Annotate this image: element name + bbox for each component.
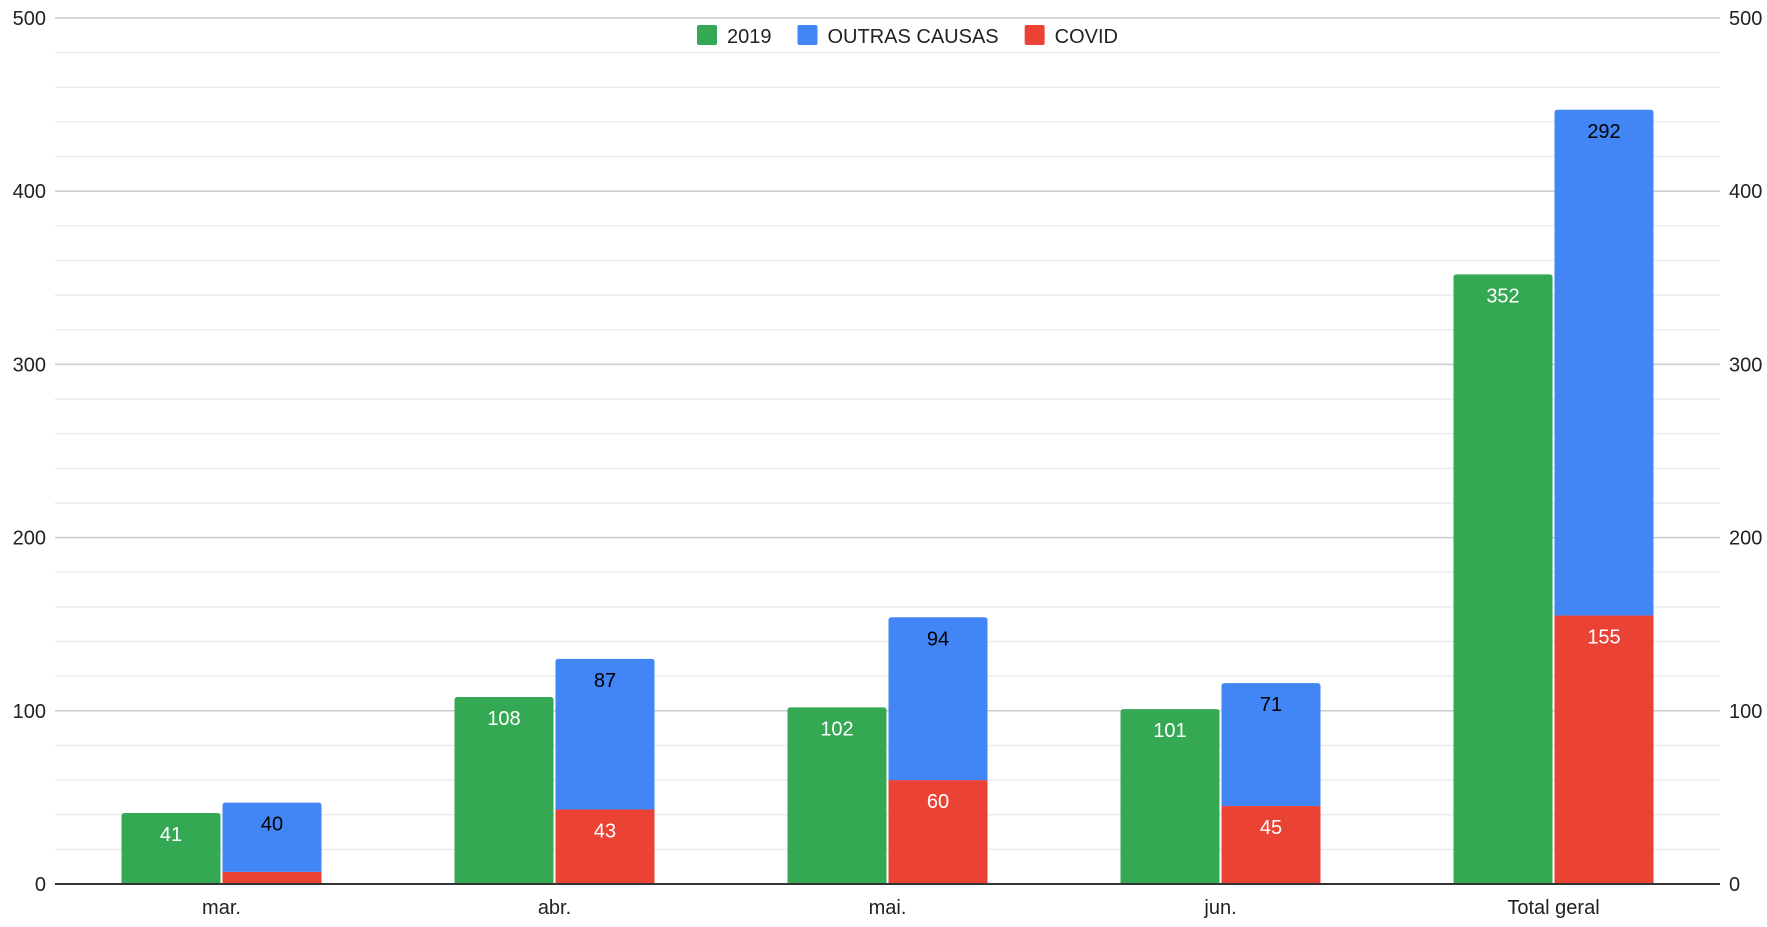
y-tick-label-right: 500 (1729, 8, 1762, 30)
legend-label-covid[interactable]: COVID (1055, 26, 1118, 48)
legend[interactable]: 2019 OUTRAS CAUSAS COVID (697, 25, 1118, 48)
bar-covid[interactable] (222, 871, 322, 884)
bar-2019[interactable] (121, 812, 221, 884)
data-label-2019: 352 (1486, 285, 1519, 307)
y-tick-label-right: 0 (1729, 874, 1740, 896)
axes: 0 0 100 100 200 200 300 300 400 400 500 500 mar. abr.… (13, 8, 1763, 919)
y-tick-label-left: 300 (13, 354, 46, 376)
bar-covid[interactable] (1554, 615, 1654, 884)
legend-label-2019[interactable]: 2019 (727, 26, 772, 48)
data-label-covid: 155 (1587, 627, 1620, 649)
x-tick-label: abr. (538, 897, 571, 919)
bar-covid[interactable] (1221, 806, 1321, 884)
legend-swatch-2019[interactable] (697, 25, 717, 45)
bar-2019[interactable] (454, 696, 554, 884)
bar-covid[interactable] (888, 780, 988, 884)
y-tick-label-left: 0 (35, 874, 46, 896)
legend-label-outras-causas[interactable]: OUTRAS CAUSAS (828, 26, 999, 48)
y-tick-label-right: 100 (1729, 701, 1762, 723)
data-label-2019: 41 (160, 824, 182, 846)
legend-swatch-covid[interactable] (1024, 25, 1045, 45)
y-tick-label-left: 100 (13, 701, 46, 723)
data-label-covid: 45 (1260, 817, 1282, 839)
bar-2019[interactable] (1453, 274, 1553, 884)
x-tick-label: jun. (1203, 897, 1236, 919)
data-label-covid: 7 (266, 883, 277, 905)
bar-outras-causas[interactable] (222, 802, 322, 872)
data-label-2019: 101 (1153, 720, 1186, 742)
data-label-covid: 60 (927, 791, 949, 813)
legend-swatch-outras-causas[interactable] (797, 25, 818, 45)
data-labels: 41 7 40 108 43 87 102 60 94 101 45 71 352 155 292 (160, 121, 1621, 905)
y-tick-label-right: 300 (1729, 354, 1762, 376)
data-label-outras-causas: 292 (1587, 121, 1620, 143)
data-label-2019: 102 (820, 718, 853, 740)
data-label-outras-causas: 40 (261, 814, 283, 836)
bars (121, 109, 1654, 884)
y-tick-label-left: 400 (13, 181, 46, 203)
x-tick-label: mar. (202, 897, 241, 919)
bar-covid[interactable] (555, 809, 655, 884)
data-label-outras-causas: 94 (927, 628, 949, 650)
data-label-2019: 108 (487, 708, 520, 730)
bar-2019[interactable] (1120, 709, 1220, 884)
x-tick-label: Total geral (1507, 897, 1599, 919)
y-tick-label-right: 400 (1729, 181, 1762, 203)
gridlines (55, 17, 1720, 851)
data-label-outras-causas: 71 (1260, 694, 1282, 716)
y-tick-label-left: 500 (13, 8, 46, 30)
y-tick-label-left: 200 (13, 528, 46, 550)
bar-outras-causas[interactable] (1221, 683, 1321, 807)
x-tick-label: mai. (869, 897, 907, 919)
bar-2019[interactable] (787, 707, 887, 884)
bar-outras-causas[interactable] (555, 658, 655, 810)
y-tick-label-right: 200 (1729, 528, 1762, 550)
data-label-covid: 43 (594, 821, 616, 843)
bar-outras-causas[interactable] (1554, 109, 1654, 616)
data-label-outras-causas: 87 (594, 670, 616, 692)
bar-outras-causas[interactable] (888, 617, 988, 781)
